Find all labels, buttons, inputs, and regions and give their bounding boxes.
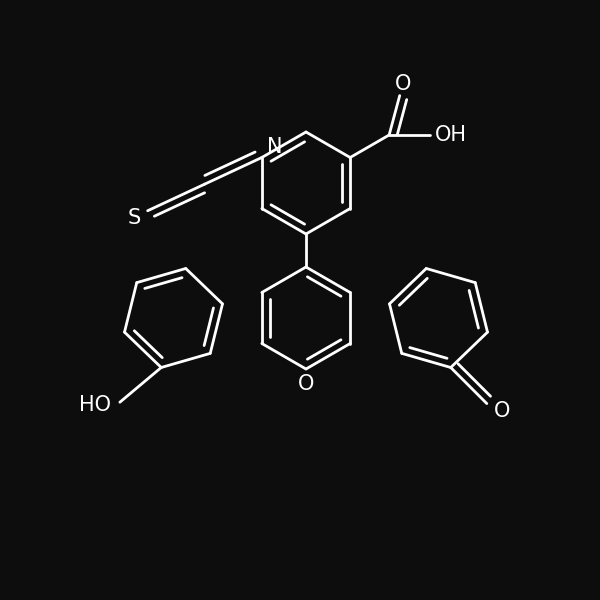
Text: HO: HO: [79, 395, 110, 415]
Text: S: S: [128, 208, 141, 228]
Text: N: N: [267, 137, 283, 157]
Text: OH: OH: [435, 125, 467, 145]
Text: O: O: [494, 401, 510, 421]
Text: O: O: [298, 374, 314, 394]
Text: O: O: [395, 74, 411, 94]
